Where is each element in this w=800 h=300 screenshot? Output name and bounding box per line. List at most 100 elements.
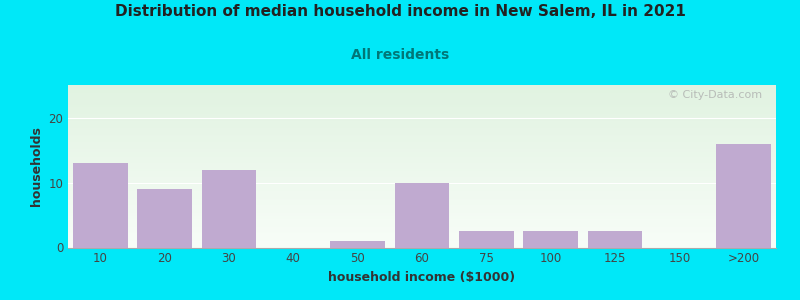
Bar — [68, 165, 776, 166]
Bar — [68, 119, 776, 120]
Bar — [68, 235, 776, 236]
Bar — [68, 169, 776, 170]
Bar — [68, 168, 776, 169]
Bar — [68, 163, 776, 164]
Bar — [68, 142, 776, 143]
Bar — [68, 122, 776, 123]
Bar — [68, 195, 776, 196]
Bar — [588, 231, 642, 248]
Bar — [68, 214, 776, 215]
X-axis label: household income ($1000): household income ($1000) — [329, 271, 515, 284]
Bar — [68, 145, 776, 146]
Bar — [68, 229, 776, 230]
Bar — [68, 100, 776, 102]
Bar — [68, 146, 776, 147]
Bar — [68, 109, 776, 110]
Bar — [68, 208, 776, 210]
Bar — [68, 244, 776, 245]
Bar — [68, 179, 776, 181]
Bar — [68, 183, 776, 184]
Bar — [68, 117, 776, 118]
Bar — [68, 213, 776, 214]
Bar — [68, 120, 776, 121]
Bar — [68, 199, 776, 200]
Bar — [68, 175, 776, 176]
Bar — [68, 246, 776, 247]
Bar — [394, 183, 450, 248]
Bar — [68, 218, 776, 219]
Bar — [68, 203, 776, 204]
Bar — [68, 243, 776, 244]
Y-axis label: households: households — [30, 127, 42, 206]
Bar — [68, 89, 776, 90]
Bar — [68, 178, 776, 179]
Bar — [68, 171, 776, 172]
Bar — [68, 173, 776, 174]
Bar — [68, 135, 776, 136]
Bar — [68, 87, 776, 88]
Bar — [68, 92, 776, 93]
Bar — [68, 115, 776, 116]
Bar — [68, 158, 776, 159]
Bar — [68, 95, 776, 96]
Bar — [68, 114, 776, 115]
Bar — [459, 231, 514, 248]
Bar — [68, 143, 776, 144]
Bar — [68, 85, 776, 87]
Bar — [68, 103, 776, 104]
Bar — [68, 211, 776, 212]
Bar — [68, 141, 776, 142]
Bar — [68, 152, 776, 154]
Bar — [68, 174, 776, 175]
Bar — [68, 136, 776, 137]
Bar — [68, 167, 776, 168]
Bar — [68, 164, 776, 165]
Bar — [68, 222, 776, 223]
Bar — [68, 226, 776, 227]
Bar — [68, 133, 776, 134]
Bar — [68, 186, 776, 187]
Bar — [68, 206, 776, 208]
Bar — [68, 212, 776, 213]
Bar — [68, 191, 776, 192]
Bar — [68, 177, 776, 178]
Bar — [68, 162, 776, 163]
Bar — [68, 198, 776, 199]
Bar — [68, 131, 776, 132]
Text: Distribution of median household income in New Salem, IL in 2021: Distribution of median household income … — [114, 4, 686, 20]
Bar — [68, 149, 776, 150]
Bar — [68, 204, 776, 206]
Bar — [68, 240, 776, 241]
Bar — [68, 148, 776, 149]
Bar — [137, 189, 192, 248]
Bar — [68, 241, 776, 242]
Bar — [68, 189, 776, 190]
Bar — [68, 157, 776, 158]
Bar — [68, 181, 776, 182]
Bar — [68, 121, 776, 122]
Bar — [68, 197, 776, 198]
Bar — [523, 231, 578, 248]
Bar — [68, 134, 776, 135]
Text: All residents: All residents — [351, 48, 449, 62]
Bar — [68, 107, 776, 108]
Bar — [68, 90, 776, 91]
Bar — [68, 129, 776, 130]
Bar — [68, 125, 776, 127]
Bar — [68, 233, 776, 235]
Bar — [68, 91, 776, 92]
Bar — [68, 128, 776, 129]
Bar — [68, 96, 776, 98]
Bar — [68, 219, 776, 220]
Bar — [68, 106, 776, 107]
Bar — [68, 156, 776, 157]
Bar — [68, 216, 776, 217]
Bar — [68, 237, 776, 238]
Bar — [68, 236, 776, 237]
Text: © City-Data.com: © City-Data.com — [668, 90, 762, 100]
Bar — [68, 200, 776, 201]
Bar — [68, 202, 776, 203]
Bar — [68, 190, 776, 191]
Bar — [68, 161, 776, 162]
Bar — [68, 227, 776, 228]
